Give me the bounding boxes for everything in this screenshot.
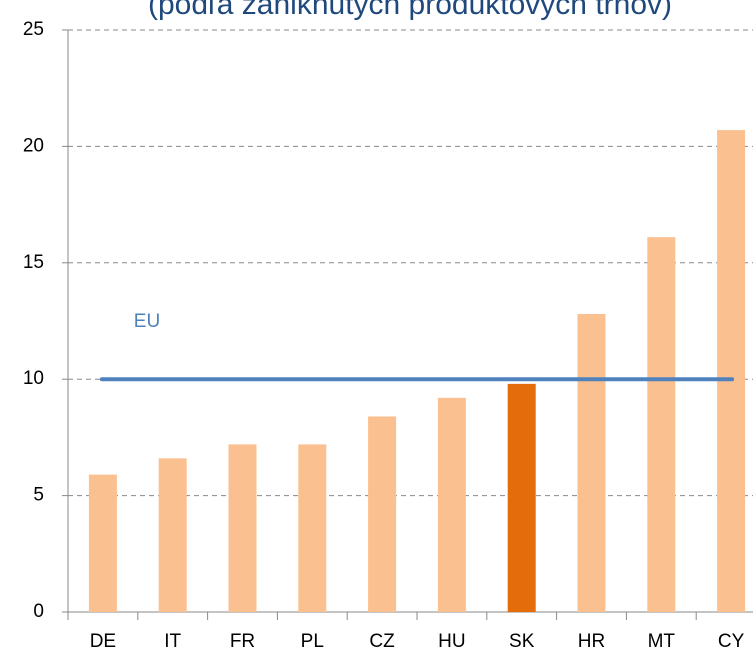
y-tick-label: 20 [23, 135, 44, 156]
bar [368, 416, 397, 612]
x-tick-label: SK [509, 631, 535, 652]
chart-subtitle: (podľa zaniknutých produktových trhov) [148, 0, 672, 21]
bar [88, 474, 117, 612]
x-tick-label: CZ [369, 631, 395, 652]
x-tick-label: CY [718, 631, 745, 652]
bar [577, 314, 606, 612]
bar [298, 444, 327, 612]
y-tick-label: 0 [33, 601, 44, 622]
y-tick-label: 5 [33, 485, 44, 506]
x-tick-label: HR [578, 631, 605, 652]
bar [647, 237, 676, 612]
bar [228, 444, 257, 612]
bar [437, 397, 466, 612]
x-tick-label: PL [301, 631, 324, 652]
x-tick-label: MT [648, 631, 676, 652]
reference-label: EU [134, 311, 160, 332]
y-tick-label: 25 [23, 19, 44, 40]
bar [507, 383, 536, 612]
bar [158, 458, 187, 612]
y-tick-label: 15 [23, 252, 44, 273]
x-tick-label: DE [90, 631, 116, 652]
x-tick-label: FR [230, 631, 255, 652]
y-tick-label: 10 [23, 368, 44, 389]
x-tick-label: HU [438, 631, 465, 652]
x-tick-label: IT [164, 631, 181, 652]
bar [717, 130, 746, 612]
